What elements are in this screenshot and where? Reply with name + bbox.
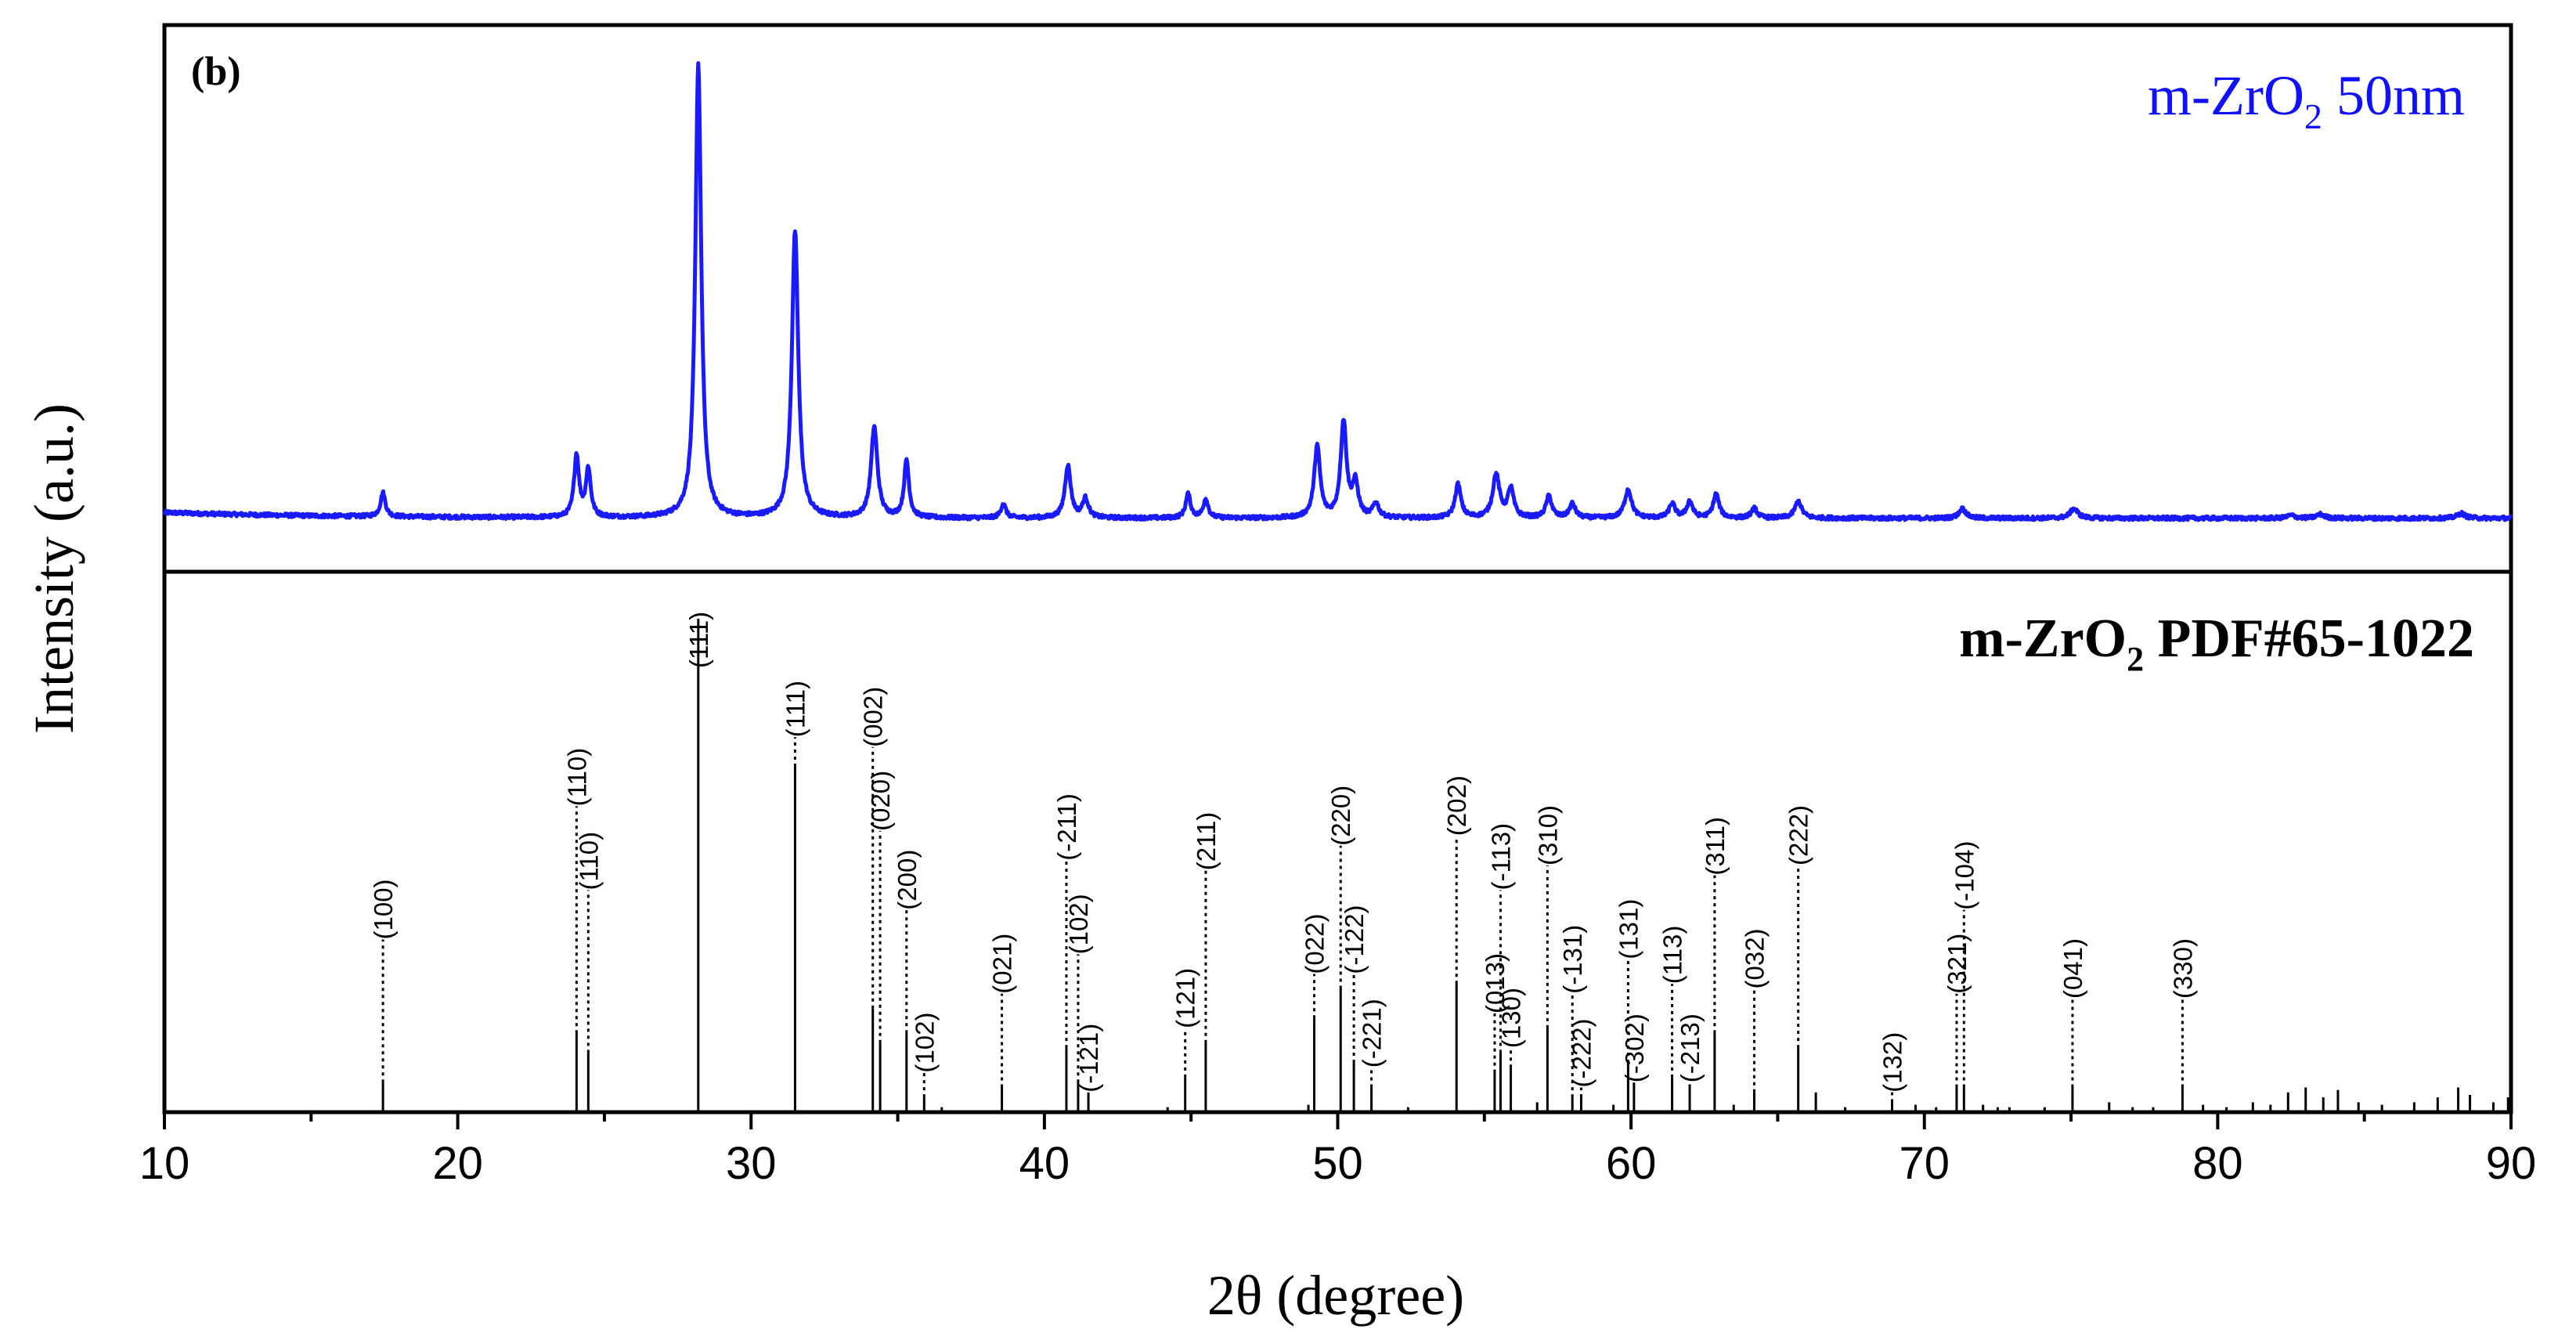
x-tick-label: 20 xyxy=(432,1138,483,1189)
hkl-label: (-131) xyxy=(1558,925,1587,994)
bottom-legend-subscript: 2 xyxy=(2127,640,2144,678)
hkl-label: (102) xyxy=(910,1013,939,1073)
x-tick-label: 80 xyxy=(2192,1138,2243,1189)
top-pattern-line xyxy=(162,61,2513,522)
hkl-label: (-122) xyxy=(1340,905,1369,974)
hkl-label: (131) xyxy=(1614,899,1643,959)
hkl-label: (113) xyxy=(1658,926,1687,985)
x-tick-label: 40 xyxy=(1019,1138,1070,1189)
hkl-label: (041) xyxy=(2058,938,2087,999)
x-tick-label: 50 xyxy=(1312,1138,1363,1189)
bottom-legend-suffix: PDF#65-1022 xyxy=(2144,609,2474,669)
reference-sticks-group xyxy=(381,619,2509,1112)
top-legend-subscript: 2 xyxy=(2304,96,2322,136)
x-tick-label: 70 xyxy=(1899,1138,1950,1189)
hkl-label: (-211) xyxy=(1052,793,1081,861)
x-tick-label: 90 xyxy=(2486,1138,2537,1189)
hkl-label: (-121) xyxy=(1074,1024,1103,1093)
x-tick-label: 10 xyxy=(139,1138,190,1189)
hkl-label: (100) xyxy=(369,879,398,939)
hkl-label: (111) xyxy=(684,612,713,668)
hkl-label: (-302) xyxy=(1620,1013,1649,1082)
y-axis-label: Intensity (a.u.) xyxy=(23,403,85,734)
hkl-label: (102) xyxy=(1064,894,1093,954)
hkl-label: (132) xyxy=(1878,1032,1907,1093)
hkl-label: (222) xyxy=(1784,805,1813,865)
hkl-label: (110) xyxy=(562,748,591,807)
hkl-label: (032) xyxy=(1741,928,1770,988)
hkl-label: (220) xyxy=(1326,786,1355,846)
hkl-label: (013) xyxy=(1481,953,1510,1013)
hkl-label: (021) xyxy=(988,934,1017,994)
top-legend-suffix: 50nm xyxy=(2322,64,2465,127)
hkl-label: (211) xyxy=(1192,812,1221,871)
hkl-labels-group: (100) (110) (110) (111) (111) (002) (020) (200)… xyxy=(369,612,2197,1093)
panel-label: (b) xyxy=(191,49,241,94)
hkl-label: (110) xyxy=(574,832,603,891)
hkl-label: (111) xyxy=(781,681,810,737)
top-series-group xyxy=(162,61,2513,522)
x-tick-label: 30 xyxy=(726,1138,777,1189)
hkl-label: (330) xyxy=(2168,938,2197,999)
hkl-label: (-113) xyxy=(1486,823,1515,891)
top-legend-main: m-ZrO xyxy=(2148,64,2304,127)
x-axis-ticks xyxy=(163,1112,2513,1129)
hkl-label: (-104) xyxy=(1950,841,1979,910)
hkl-label: (200) xyxy=(893,850,922,910)
hkl-label: (310) xyxy=(1533,805,1562,865)
hkl-label: (002) xyxy=(859,687,888,747)
hkl-label: (130) xyxy=(1497,988,1526,1048)
hkl-label: (321) xyxy=(1943,934,1972,994)
hkl-label: (-221) xyxy=(1358,999,1387,1068)
hkl-label: (121) xyxy=(1171,968,1200,1028)
hkl-label: (020) xyxy=(866,771,895,831)
x-axis-tick-labels: 10 20 30 40 50 60 70 80 90 xyxy=(139,1138,2537,1189)
bottom-legend: m-ZrO2 PDF#65-1022 xyxy=(1959,609,2474,678)
hkl-label: (-222) xyxy=(1567,1018,1596,1087)
bottom-legend-main: m-ZrO xyxy=(1959,609,2127,669)
hkl-label: (202) xyxy=(1442,775,1471,836)
hkl-label: (311) xyxy=(1701,817,1730,876)
x-axis-label: 2θ (degree) xyxy=(1207,1264,1464,1327)
top-legend: m-ZrO2 50nm xyxy=(2148,64,2465,136)
hkl-label: (-213) xyxy=(1676,1013,1705,1082)
x-tick-label: 60 xyxy=(1606,1138,1657,1189)
hkl-label: (022) xyxy=(1301,914,1329,974)
